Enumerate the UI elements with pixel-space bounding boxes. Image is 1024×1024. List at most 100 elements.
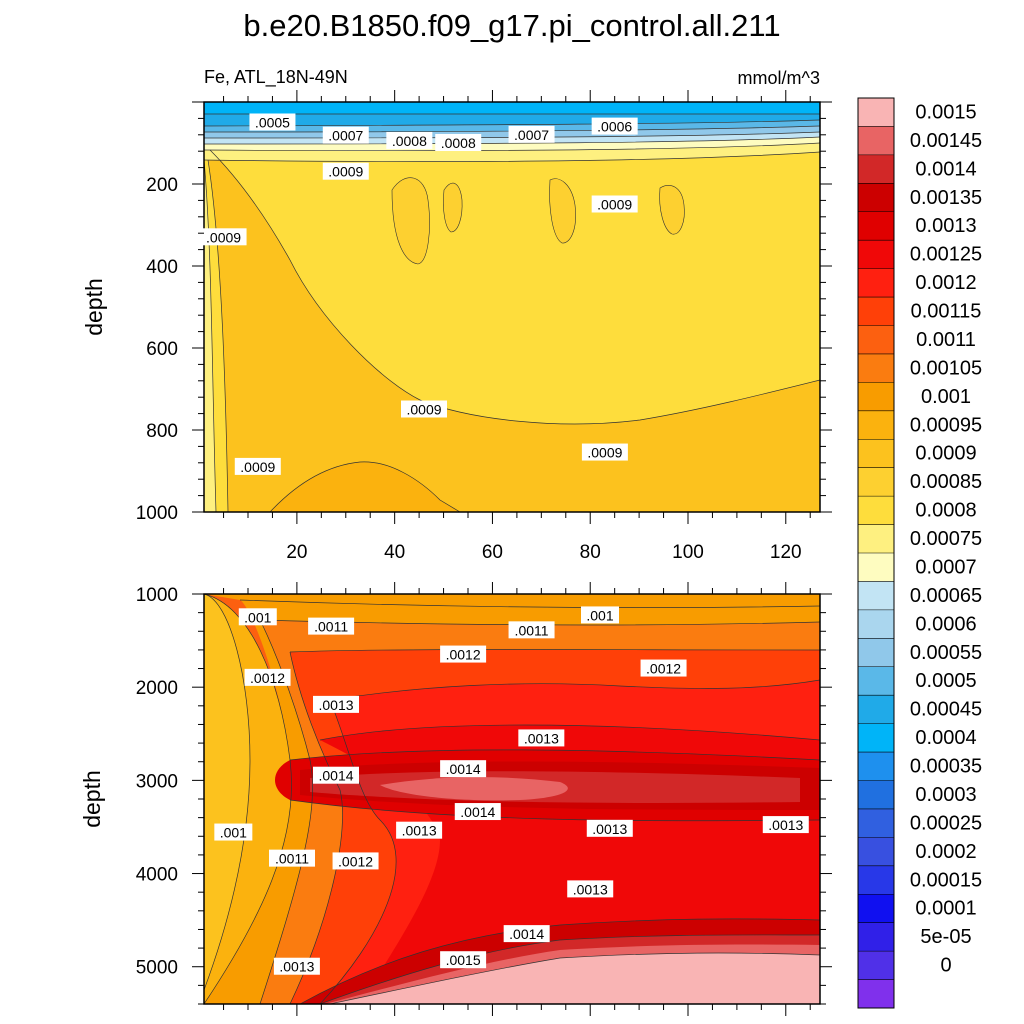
colorbar-label: 0.00025 xyxy=(910,812,982,834)
colorbar: 0.0015 0.00145 0.0014 0.00135 0.0013 0.00125 0… xyxy=(857,97,982,1009)
upper-y-tick-label: 400 xyxy=(146,257,178,278)
colorbar-swatch xyxy=(858,638,894,668)
colorbar-label: 0.00145 xyxy=(910,130,982,152)
upper-axis-ticks: 200 400 600 800 1000 20 40 60 80 100 120 xyxy=(136,90,832,563)
colorbar-label: 0.00035 xyxy=(910,756,982,778)
contour-label: .0012 xyxy=(244,668,291,686)
colorbar-swatch xyxy=(858,666,894,696)
svg-text:.0012: .0012 xyxy=(338,853,373,869)
colorbar-swatch xyxy=(858,353,894,383)
lower-axis-ticks: 1000 2000 3000 4000 5000 xyxy=(136,582,832,1016)
colorbar-swatch xyxy=(858,752,894,781)
colorbar-label: 0.0006 xyxy=(915,613,976,635)
lower-contour-labels: .001 .0011 .0011 .001 .0012 .0012 .0012 .0013 .0… xyxy=(214,606,809,975)
colorbar-swatch xyxy=(858,126,894,156)
upper-x-tick-label: 100 xyxy=(672,542,704,563)
colorbar-label: 0.0005 xyxy=(915,670,976,692)
colorbar-swatch xyxy=(858,496,894,525)
upper-x-tick-label: 60 xyxy=(482,542,503,563)
colorbar-label: 0.00115 xyxy=(911,301,982,323)
svg-text:.0007: .0007 xyxy=(514,127,549,143)
colorbar-label: 0.00135 xyxy=(910,187,982,209)
contour-label: .0014 xyxy=(440,760,487,778)
lower-contour-lines xyxy=(204,594,820,1004)
svg-text:.0013: .0013 xyxy=(402,823,437,839)
colorbar-swatch xyxy=(858,695,894,725)
contour-label: .001 xyxy=(238,608,277,626)
colorbar-swatch xyxy=(858,780,894,810)
svg-text:.0012: .0012 xyxy=(646,661,681,677)
colorbar-swatch xyxy=(858,183,894,213)
svg-text:.0014: .0014 xyxy=(446,761,481,777)
colorbar-label: 0.00065 xyxy=(910,585,982,607)
contour-label: .0012 xyxy=(440,645,487,663)
colorbar-swatch xyxy=(858,410,894,440)
colorbar-label: 0.0001 xyxy=(915,898,976,920)
upper-y-axis-title: depth xyxy=(81,278,107,336)
colorbar-swatch xyxy=(858,325,894,355)
lower-y-axis-title: depth xyxy=(79,770,105,828)
colorbar-label: 0.0007 xyxy=(915,556,976,578)
colorbar-swatch xyxy=(858,154,894,184)
svg-text:.0014: .0014 xyxy=(509,926,544,942)
colorbar-label: 0.00055 xyxy=(910,642,982,664)
upper-y-tick-label: 600 xyxy=(146,339,178,360)
upper-x-tick-label: 80 xyxy=(580,542,601,563)
upper-panel: .0005 .0007 .0008 .0008 .0007 .0006 .0009 .0009… xyxy=(81,90,832,563)
colorbar-swatch xyxy=(858,467,894,497)
colorbar-label: 0.00095 xyxy=(910,414,982,436)
contour-label: .001 xyxy=(581,606,619,624)
colorbar-swatch xyxy=(858,439,894,469)
contour-label: .0006 xyxy=(591,117,638,135)
upper-plot-frame xyxy=(203,101,821,513)
colorbar-label: 0.0014 xyxy=(915,158,976,180)
contour-label: .0014 xyxy=(454,803,501,821)
upper-x-tick-label: 40 xyxy=(384,542,405,563)
svg-text:.0013: .0013 xyxy=(592,821,627,837)
svg-text:.0013: .0013 xyxy=(279,959,314,975)
colorbar-swatch xyxy=(858,837,894,867)
colorbar-swatch xyxy=(858,865,894,895)
svg-text:.0013: .0013 xyxy=(573,881,608,897)
contour-label: .0008 xyxy=(386,131,433,149)
svg-text:.0008: .0008 xyxy=(392,133,427,149)
svg-text:.0009: .0009 xyxy=(406,402,441,418)
svg-text:.0006: .0006 xyxy=(597,119,632,135)
colorbar-label: 0.001 xyxy=(921,386,971,408)
colorbar-label: 0.00015 xyxy=(910,869,982,891)
svg-text:.0009: .0009 xyxy=(240,459,275,475)
svg-text:.0009: .0009 xyxy=(328,164,363,180)
contour-label: .0015 xyxy=(440,951,487,969)
upper-y-tick-label: 200 xyxy=(146,175,178,196)
colorbar-label: 0.00125 xyxy=(910,244,982,266)
contour-label: .0009 xyxy=(581,443,628,461)
svg-text:.0009: .0009 xyxy=(206,229,241,245)
contour-label: .0013 xyxy=(762,816,809,834)
svg-text:.0011: .0011 xyxy=(275,851,309,867)
lower-y-tick-label: 3000 xyxy=(136,771,178,792)
svg-text:.0009: .0009 xyxy=(597,197,632,213)
lower-panel: .001 .0011 .0011 .001 .0012 .0012 .0012 .0013 .0… xyxy=(79,582,832,1016)
contour-label: .0013 xyxy=(313,695,359,713)
svg-text:.0008: .0008 xyxy=(441,135,476,151)
colorbar-swatch xyxy=(858,979,894,1009)
svg-text:.0012: .0012 xyxy=(250,670,285,686)
contour-label: .0011 xyxy=(308,617,355,635)
colorbar-label: 0.0008 xyxy=(915,500,976,522)
colorbar-label: 0.00045 xyxy=(910,699,982,721)
colorbar-swatch xyxy=(858,211,894,241)
colorbar-label: 0.0013 xyxy=(915,215,976,237)
upper-contour-labels: .0005 .0007 .0008 .0008 .0007 .0006 .0009 .0009… xyxy=(200,113,638,475)
contour-label: .0011 xyxy=(508,621,555,639)
svg-text:.0007: .0007 xyxy=(328,128,363,144)
colorbar-label: 0.00075 xyxy=(910,528,982,550)
colorbar-label: 0.00085 xyxy=(910,471,982,493)
colorbar-label: 0.0011 xyxy=(916,329,976,351)
units-string: mmol/m^3 xyxy=(738,68,820,88)
upper-contour-fill xyxy=(204,102,820,512)
contour-label: .001 xyxy=(214,823,253,841)
colorbar-swatch xyxy=(858,922,894,952)
colorbar-swatch xyxy=(858,240,894,270)
contour-label: .0009 xyxy=(200,228,247,246)
upper-x-tick-label: 120 xyxy=(770,542,802,563)
